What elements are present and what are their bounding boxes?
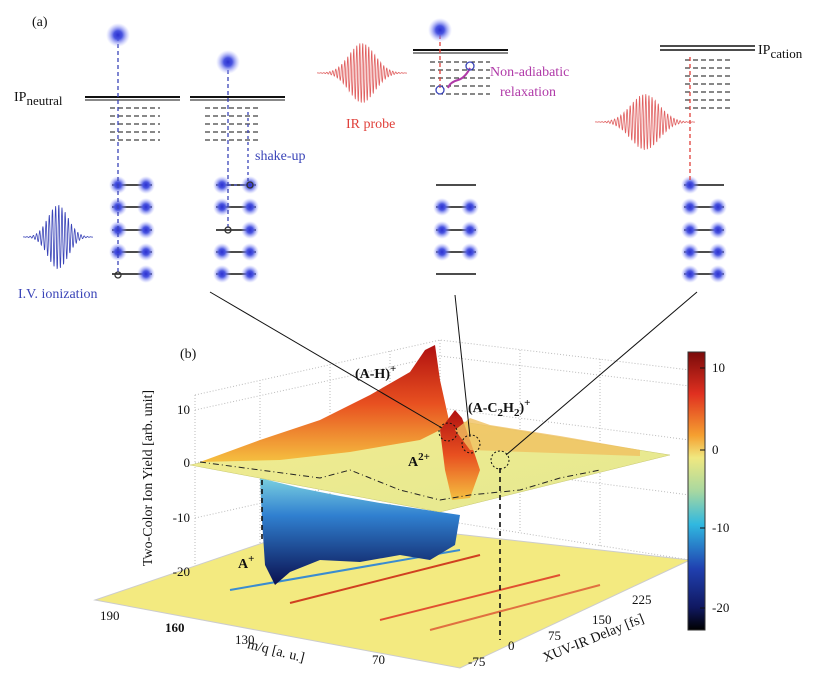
mq-tick: 70 (372, 652, 385, 667)
electron (433, 243, 451, 261)
peak-sup: + (390, 363, 396, 375)
z-tick: 10 (177, 402, 190, 417)
a-plus-dip (260, 478, 460, 585)
ir-probe-label: IR probe (346, 117, 395, 132)
peak-label: A2+ (408, 451, 430, 470)
peak-main: H (503, 401, 514, 416)
pulse (23, 204, 94, 270)
peak-sub: 2 (514, 407, 520, 419)
tick-labels: 10 0 -10 -20 190 160 130 70 -75 0 75 150 225 10 0 -10 -2… (100, 360, 729, 669)
electron (213, 176, 231, 194)
callout-lines (209, 291, 698, 470)
electron (137, 176, 155, 194)
mq-tick: 190 (100, 608, 120, 623)
colorbar-tick: -10 (712, 520, 729, 535)
electrons (109, 176, 727, 283)
electron (461, 221, 479, 239)
delay-tick: 150 (592, 612, 612, 627)
colorbar (687, 351, 706, 631)
electron (681, 221, 699, 239)
delay-tick: 0 (508, 638, 515, 653)
a2-peak (440, 410, 480, 500)
peak-main: (A-C (468, 401, 498, 416)
peak-label: (A-H)+ (355, 363, 396, 382)
electron (241, 243, 259, 261)
relaxation-label: Non-adiabatic (490, 65, 569, 80)
peak-sub: 2 (498, 407, 504, 419)
peak-label: A+ (238, 553, 254, 572)
a-h-ridge (200, 345, 450, 462)
delay-tick: -75 (468, 654, 485, 669)
peak-label: (A-C2H2)+ (468, 397, 530, 419)
electron (709, 221, 727, 239)
peak-sup: + (524, 397, 530, 409)
ip-main: IP (758, 43, 771, 58)
pulse (595, 94, 695, 150)
mq-tick: 130 (235, 632, 255, 647)
electron (241, 198, 259, 216)
electron (681, 176, 699, 194)
electron (709, 198, 727, 216)
zero-line (199, 461, 601, 501)
electron (241, 221, 259, 239)
electron (681, 198, 699, 216)
z-axis-label: Two-Color Ion Yield [arb. unit] (141, 390, 156, 566)
peak-main: ) (519, 401, 524, 416)
colorbar-tick: -20 (712, 600, 729, 615)
electron (709, 265, 727, 283)
relaxation-label: relaxation (500, 85, 556, 100)
electron (137, 265, 155, 283)
transitions (114, 35, 691, 279)
delay-tick: 75 (548, 628, 561, 643)
electron (433, 198, 451, 216)
peak-sup: 2+ (418, 451, 430, 463)
ip-neutral: IPneutral (14, 90, 63, 108)
colorbar-tick: 0 (712, 442, 719, 457)
electron (137, 243, 155, 261)
panel-label: (b) (180, 347, 197, 362)
energy-levels (85, 45, 755, 101)
electron (709, 243, 727, 261)
electron (137, 221, 155, 239)
ip-cation: IPcation (758, 43, 803, 61)
peak-main: (A-H) (355, 367, 390, 382)
electron (433, 221, 451, 239)
electron (213, 243, 231, 261)
electron (461, 243, 479, 261)
peak-sup: + (248, 553, 254, 565)
guides (261, 468, 501, 640)
mq-tick: 160 (165, 620, 185, 635)
electron (213, 265, 231, 283)
electron (681, 243, 699, 261)
electron (241, 265, 259, 283)
z-tick: -10 (173, 510, 190, 525)
ridge (455, 418, 640, 456)
ip-main: IP (14, 90, 27, 105)
electron (213, 198, 231, 216)
free-electrons (106, 18, 452, 74)
shake-up-label: shake-up (255, 149, 306, 164)
electron (137, 198, 155, 216)
z-tick: 0 (184, 455, 191, 470)
colorbar-tick: 10 (712, 360, 725, 375)
ip-sub: neutral (26, 93, 62, 108)
electron (461, 198, 479, 216)
electron (109, 243, 127, 261)
iv-label: I.V. ionization (18, 287, 97, 302)
pulses (23, 43, 695, 270)
peak-main: A (408, 455, 419, 470)
electron (681, 265, 699, 283)
electron (241, 176, 259, 194)
mq-axis-label: m/q [a. u.] (246, 637, 306, 666)
panel-label: (a) (32, 15, 48, 30)
ip-sub: cation (770, 46, 802, 61)
delay-tick: 225 (632, 592, 652, 607)
pulse (317, 43, 407, 103)
z-tick: -20 (173, 564, 190, 579)
peak-main: A (238, 557, 249, 572)
